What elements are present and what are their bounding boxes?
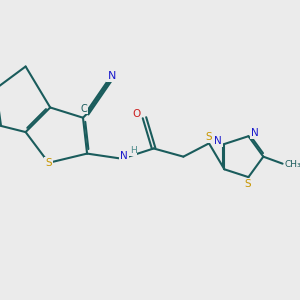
Text: H: H — [130, 146, 136, 155]
Text: N: N — [120, 151, 128, 160]
Text: N: N — [107, 71, 116, 81]
Text: C: C — [80, 103, 87, 113]
Text: S: S — [45, 158, 52, 168]
Text: CH₃: CH₃ — [284, 160, 300, 169]
Text: O: O — [132, 109, 140, 118]
Text: S: S — [244, 179, 251, 189]
Text: N: N — [251, 128, 259, 138]
Text: S: S — [206, 132, 212, 142]
Text: N: N — [214, 136, 222, 146]
